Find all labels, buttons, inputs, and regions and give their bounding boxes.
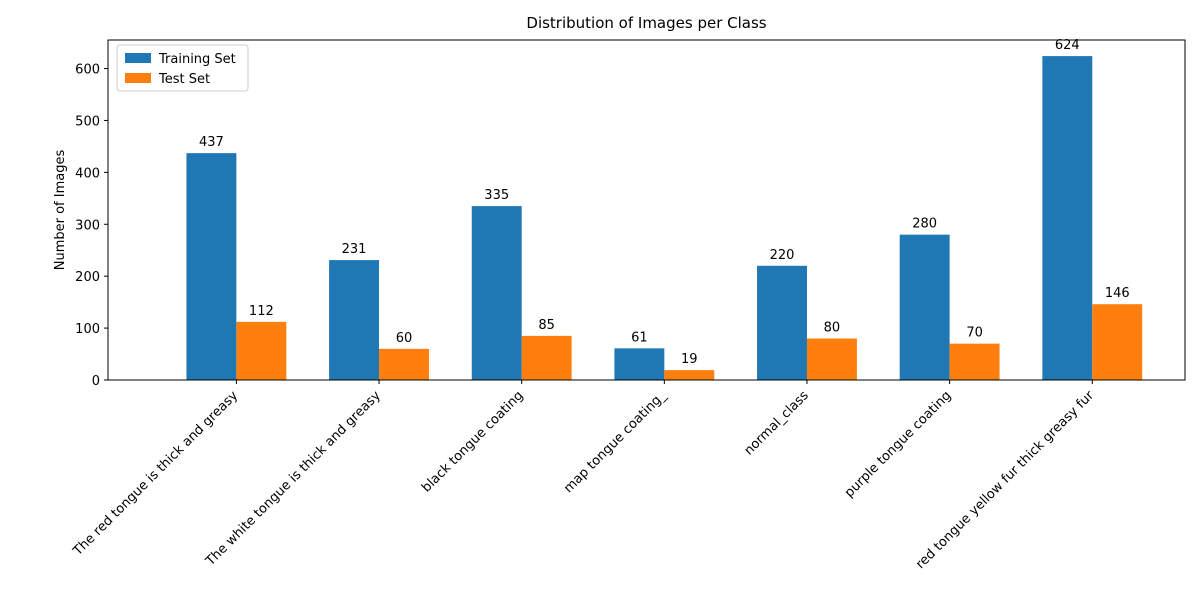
legend-swatch-0 (125, 53, 151, 63)
bar-training-4 (757, 265, 807, 380)
plot-frame (107, 39, 1186, 381)
y-tick-label: 0 (92, 374, 100, 389)
data-label-test-3: 19 (681, 352, 698, 367)
y-tick-label: 100 (75, 322, 100, 337)
bar-training-2 (471, 206, 522, 380)
x-tick-label-4: normal_class (742, 388, 812, 458)
x-tick-label-1: The white tongue is thick and greasy (202, 388, 384, 570)
y-tick-label: 300 (75, 218, 100, 233)
bar-training-0 (186, 153, 237, 380)
data-label-test-2: 85 (538, 318, 555, 333)
data-label-test-6: 146 (1105, 286, 1130, 301)
x-tick-label-2: black tongue coating (419, 388, 526, 495)
bar-training-3 (614, 348, 665, 380)
y-tick-label: 600 (75, 63, 100, 78)
data-label-training-3: 61 (631, 330, 648, 345)
legend-swatch-1 (125, 73, 151, 83)
data-label-training-0: 437 (199, 135, 224, 150)
legend: Training Set Test Set (116, 44, 249, 92)
bar-training-1 (329, 260, 380, 380)
chart-title: Distribution of Images per Class (526, 14, 766, 32)
x-tick-label-6: red tongue yellow fur thick greasy fur (913, 388, 1097, 572)
y-tick-label: 500 (75, 114, 100, 129)
x-tick-label-3: map tongue coating_ (561, 388, 669, 496)
data-label-test-1: 60 (396, 331, 413, 346)
y-axis-title: Number of Images (53, 150, 68, 271)
y-tick-label: 400 (75, 166, 100, 181)
x-tick-label-0: The red tongue is thick and greasy (70, 388, 242, 560)
y-tick-label: 200 (75, 270, 100, 285)
data-label-training-6: 624 (1055, 38, 1080, 53)
data-label-training-5: 280 (912, 217, 937, 232)
bar-training-6 (1042, 56, 1093, 380)
bar-test-0 (236, 321, 287, 380)
bar-test-2 (521, 335, 572, 380)
data-label-test-4: 80 (824, 320, 841, 335)
bar-test-6 (1092, 304, 1143, 380)
legend-label-1: Test Set (158, 72, 210, 87)
bar-training-5 (899, 234, 950, 380)
data-label-test-5: 70 (966, 326, 983, 341)
data-label-test-0: 112 (249, 304, 274, 319)
data-label-training-1: 231 (342, 242, 367, 257)
x-tick-label-5: purple tongue coating (842, 388, 954, 500)
plot-area: 437 231 335 61 220 280 624 112 60 85 19 80 70 146 0 100… (70, 38, 1186, 572)
bar-test-3 (664, 370, 715, 380)
bar-test-5 (949, 343, 1000, 380)
bar-test-4 (806, 338, 857, 380)
bar-test-1 (379, 348, 429, 380)
data-label-training-4: 220 (770, 248, 795, 263)
legend-label-0: Training Set (158, 52, 236, 67)
data-label-training-2: 335 (484, 188, 509, 203)
